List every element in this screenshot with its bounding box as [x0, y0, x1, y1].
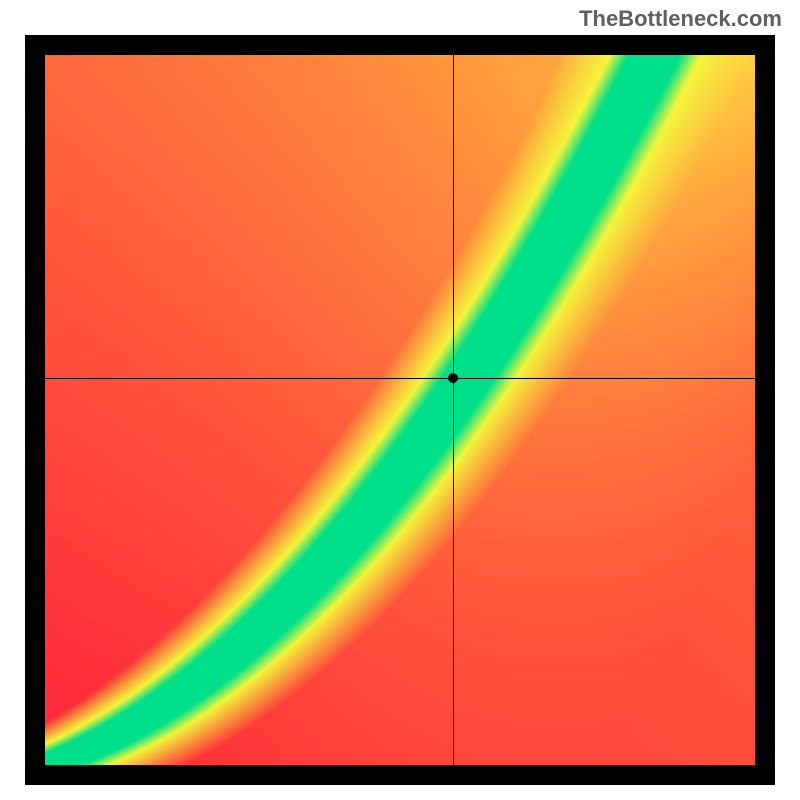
chart-frame — [25, 35, 775, 785]
watermark-text: TheBottleneck.com — [579, 6, 782, 32]
crosshair-marker — [448, 373, 458, 383]
crosshair-vertical — [453, 55, 454, 765]
page-container: TheBottleneck.com — [0, 0, 800, 800]
heatmap-canvas — [45, 55, 755, 765]
crosshair-horizontal — [45, 378, 755, 379]
